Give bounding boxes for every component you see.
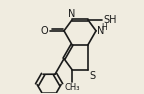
Text: SH: SH bbox=[103, 15, 116, 25]
Text: H: H bbox=[101, 23, 107, 32]
Text: N: N bbox=[97, 26, 104, 36]
Text: CH₃: CH₃ bbox=[64, 83, 80, 92]
Text: O: O bbox=[40, 26, 48, 36]
Text: S: S bbox=[89, 71, 95, 81]
Text: N: N bbox=[68, 9, 76, 19]
